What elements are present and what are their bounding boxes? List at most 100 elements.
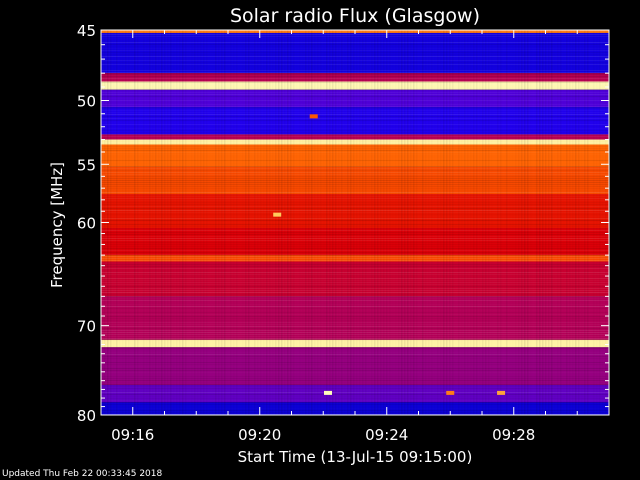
time-stripe bbox=[563, 30, 565, 415]
time-stripe bbox=[518, 30, 520, 415]
channel-stripe bbox=[101, 108, 609, 109]
time-stripe bbox=[596, 30, 598, 415]
time-stripe bbox=[377, 30, 379, 415]
time-stripe bbox=[200, 30, 202, 415]
channel-stripe bbox=[101, 204, 609, 205]
time-stripe bbox=[209, 30, 211, 415]
time-stripe bbox=[194, 30, 196, 415]
frequency-band bbox=[101, 139, 609, 145]
time-stripe bbox=[338, 30, 340, 415]
time-stripe bbox=[497, 30, 499, 415]
time-stripe bbox=[131, 30, 133, 415]
time-stripe bbox=[539, 30, 541, 415]
radio-burst bbox=[497, 390, 506, 395]
time-stripe bbox=[215, 30, 217, 415]
channel-stripe bbox=[101, 172, 609, 173]
time-stripe bbox=[341, 30, 343, 415]
channel-stripe bbox=[101, 250, 609, 251]
time-stripe bbox=[221, 30, 223, 415]
chart-title: Solar radio Flux (Glasgow) bbox=[230, 5, 480, 27]
time-stripe bbox=[257, 30, 259, 415]
time-stripe bbox=[581, 30, 583, 415]
frequency-band bbox=[101, 228, 609, 256]
time-stripe bbox=[536, 30, 538, 415]
time-stripe bbox=[386, 30, 388, 415]
time-stripe bbox=[206, 30, 208, 415]
time-stripe bbox=[449, 30, 451, 415]
x-tick-label: 09:28 bbox=[492, 426, 535, 444]
time-stripe bbox=[419, 30, 421, 415]
channel-stripe bbox=[101, 100, 609, 101]
y-tick-label: 60 bbox=[77, 215, 96, 233]
time-stripe bbox=[230, 30, 232, 415]
channel-stripe bbox=[101, 82, 609, 83]
channel-stripe bbox=[101, 292, 609, 293]
time-stripe bbox=[122, 30, 124, 415]
channel-stripe bbox=[101, 256, 609, 257]
channel-stripe bbox=[101, 44, 609, 45]
channel-stripe bbox=[101, 380, 609, 381]
time-stripe bbox=[389, 30, 391, 415]
time-stripe bbox=[323, 30, 325, 415]
time-stripe bbox=[584, 30, 586, 415]
channel-stripe bbox=[101, 300, 609, 301]
x-tick-label: 09:24 bbox=[365, 426, 408, 444]
spectrogram-heatmap bbox=[101, 30, 609, 415]
frequency-band bbox=[101, 347, 609, 386]
time-stripe bbox=[179, 30, 181, 415]
time-stripe bbox=[416, 30, 418, 415]
x-tick-label: 09:20 bbox=[238, 426, 281, 444]
channel-stripe bbox=[101, 230, 609, 231]
time-stripe bbox=[392, 30, 394, 415]
frequency-band bbox=[101, 296, 609, 340]
time-stripe bbox=[440, 30, 442, 415]
channel-stripe bbox=[101, 392, 609, 393]
channel-stripe bbox=[101, 274, 609, 275]
time-stripe bbox=[458, 30, 460, 415]
time-stripe bbox=[476, 30, 478, 415]
channel-stripe bbox=[101, 236, 609, 237]
time-stripe bbox=[314, 30, 316, 415]
channel-stripe bbox=[101, 376, 609, 377]
time-stripe bbox=[530, 30, 532, 415]
time-stripe bbox=[125, 30, 127, 415]
channel-stripe bbox=[101, 384, 609, 385]
channel-stripe bbox=[101, 36, 609, 37]
time-stripe bbox=[395, 30, 397, 415]
time-stripe bbox=[467, 30, 469, 415]
time-stripe bbox=[560, 30, 562, 415]
frequency-band bbox=[101, 134, 609, 140]
channel-stripe bbox=[101, 60, 609, 61]
time-stripe bbox=[233, 30, 235, 415]
time-stripe bbox=[227, 30, 229, 415]
radio-burst bbox=[446, 390, 455, 395]
channel-stripe bbox=[101, 218, 609, 219]
channel-stripe bbox=[101, 284, 609, 285]
channel-stripe bbox=[101, 92, 609, 93]
channel-stripe bbox=[101, 76, 609, 77]
time-stripe bbox=[134, 30, 136, 415]
time-stripe bbox=[161, 30, 163, 415]
time-stripe bbox=[443, 30, 445, 415]
channel-stripe bbox=[101, 288, 609, 289]
time-stripe bbox=[521, 30, 523, 415]
channel-stripe bbox=[101, 174, 609, 175]
time-stripe bbox=[551, 30, 553, 415]
time-stripe bbox=[587, 30, 589, 415]
time-stripe bbox=[287, 30, 289, 415]
channel-stripe bbox=[101, 50, 609, 51]
time-stripe bbox=[362, 30, 364, 415]
frequency-band bbox=[101, 144, 609, 167]
channel-stripe bbox=[101, 260, 609, 261]
time-stripe bbox=[173, 30, 175, 415]
time-stripe bbox=[242, 30, 244, 415]
time-stripe bbox=[203, 30, 205, 415]
x-tick-label: 09:16 bbox=[111, 426, 154, 444]
time-stripe bbox=[542, 30, 544, 415]
channel-stripe bbox=[101, 370, 609, 371]
channel-stripe bbox=[101, 94, 609, 95]
channel-stripe bbox=[101, 114, 609, 115]
time-stripe bbox=[425, 30, 427, 415]
time-stripe bbox=[566, 30, 568, 415]
channel-stripe bbox=[101, 168, 609, 169]
